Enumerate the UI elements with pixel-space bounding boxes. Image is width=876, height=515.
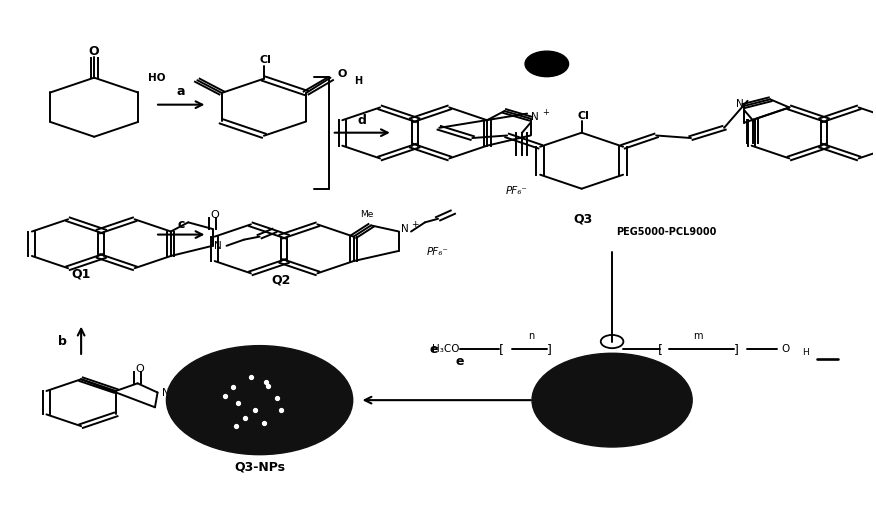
Text: H: H	[354, 76, 362, 85]
Text: [: [	[499, 342, 504, 356]
Text: N: N	[214, 241, 222, 251]
Text: NH: NH	[162, 387, 178, 398]
Text: PEG5000-PCL9000: PEG5000-PCL9000	[617, 227, 717, 237]
Text: N: N	[401, 224, 409, 234]
Text: H: H	[802, 348, 809, 357]
Text: Cl: Cl	[259, 55, 272, 65]
Text: m: m	[694, 332, 703, 341]
Text: n: n	[528, 332, 534, 341]
Text: Cl: Cl	[577, 111, 590, 122]
Text: PF₆⁻: PF₆⁻	[427, 247, 449, 257]
Text: e: e	[429, 342, 438, 356]
Text: O: O	[338, 68, 348, 79]
Text: Q1: Q1	[72, 268, 91, 281]
Text: N: N	[531, 112, 539, 122]
Text: Q3-NPs: Q3-NPs	[234, 461, 285, 474]
Text: PF₆⁻: PF₆⁻	[505, 186, 527, 196]
Text: HO: HO	[148, 73, 165, 83]
Text: Q2: Q2	[272, 274, 291, 287]
Text: d: d	[357, 114, 367, 128]
Circle shape	[166, 346, 353, 455]
Text: ]: ]	[547, 342, 552, 356]
Text: N: N	[736, 99, 744, 109]
Text: Me: Me	[360, 210, 373, 219]
Text: [: [	[658, 342, 662, 356]
Circle shape	[525, 51, 569, 77]
Text: O: O	[135, 364, 144, 374]
Text: e: e	[456, 355, 464, 368]
Text: +: +	[411, 220, 419, 229]
Text: Q3: Q3	[574, 213, 593, 226]
Text: b: b	[58, 335, 67, 348]
Text: ]: ]	[734, 342, 739, 356]
Text: a: a	[177, 85, 186, 98]
Text: +: +	[542, 108, 548, 116]
Text: c: c	[178, 218, 185, 231]
Text: O: O	[781, 344, 790, 354]
Text: O: O	[210, 210, 219, 220]
Text: H₃CO: H₃CO	[432, 344, 460, 354]
Text: O: O	[88, 45, 100, 58]
Circle shape	[532, 353, 692, 447]
